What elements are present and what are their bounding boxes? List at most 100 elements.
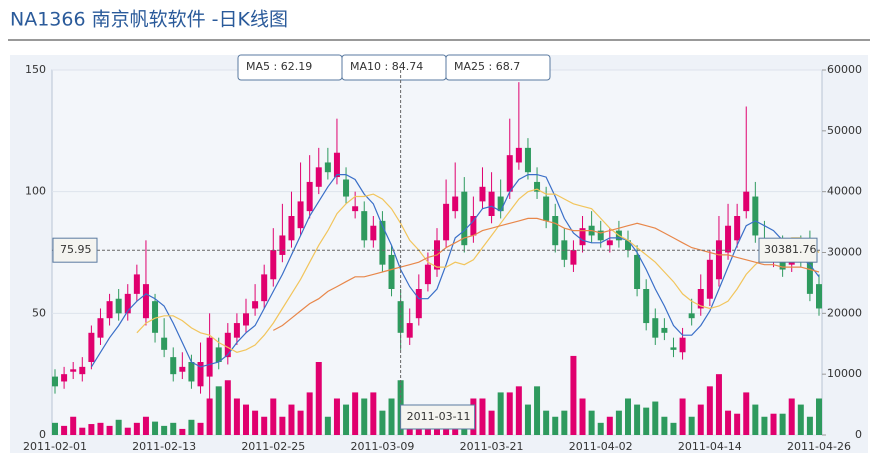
candle-body — [279, 235, 286, 255]
volume-bar — [197, 422, 204, 435]
volume-bar — [606, 416, 613, 435]
candle-body — [252, 301, 259, 309]
volume-bar — [806, 416, 813, 435]
volume-bar — [343, 404, 350, 435]
volume-bar — [224, 380, 231, 435]
volume-bar — [497, 392, 504, 435]
candle-body — [88, 332, 95, 362]
candle-body — [133, 274, 140, 294]
volume-bar — [79, 427, 86, 435]
candle-body — [670, 347, 677, 350]
volume-bar — [270, 398, 277, 435]
candle-body — [406, 323, 413, 338]
y-tick-label: 100 — [25, 185, 46, 198]
volume-bar — [215, 386, 222, 435]
volume-bar — [233, 398, 240, 435]
volume-bar — [70, 416, 77, 435]
candle-body — [625, 240, 631, 251]
candle-body — [424, 264, 431, 285]
legend-label: MA10 : 84.74 — [350, 60, 423, 73]
volume-bar — [379, 410, 386, 435]
y-tick-label: 150 — [25, 63, 46, 76]
candle-body — [643, 289, 650, 324]
candle-body — [506, 155, 513, 192]
candle-body — [324, 162, 331, 173]
volume-bar — [816, 398, 822, 435]
candle-body — [579, 228, 586, 246]
candle-body — [261, 274, 268, 302]
volume-bar — [479, 398, 486, 435]
volume-bar — [133, 422, 140, 435]
volume-bar — [243, 404, 249, 435]
volume-bar — [315, 362, 322, 435]
candle-body — [515, 147, 522, 163]
candle-body — [497, 196, 504, 212]
volume-bar — [306, 392, 313, 435]
candle-body — [206, 337, 213, 377]
candle-body — [570, 250, 577, 265]
volume-bar — [288, 404, 295, 435]
x-tick-label: 2011-03-09 — [350, 440, 414, 453]
candle-body — [597, 230, 604, 241]
volume-bar — [370, 392, 377, 435]
candle-body — [443, 203, 450, 241]
y-tick-label: 50 — [32, 306, 46, 319]
candle-body — [679, 337, 686, 353]
candle-body — [488, 191, 495, 216]
candle-body — [97, 318, 104, 338]
candle-body — [634, 254, 641, 289]
x-tick-label: 2011-02-25 — [241, 440, 305, 453]
volume-bar — [333, 398, 340, 435]
volume-bar — [634, 404, 641, 435]
volume-bar — [179, 428, 186, 435]
candle-body — [816, 284, 822, 309]
candle-body — [179, 366, 186, 372]
volume-bar — [488, 410, 495, 435]
volume-bar — [688, 416, 695, 435]
candle-body — [379, 220, 386, 265]
crosshair-date: 2011-03-11 — [407, 410, 471, 423]
volume-bar — [170, 422, 177, 435]
candle-body — [233, 323, 240, 338]
volume-bar — [788, 398, 795, 435]
volume-bar — [697, 404, 704, 435]
volume-bar — [661, 416, 668, 435]
volume-bar — [97, 422, 104, 435]
moving-average-line — [273, 217, 820, 331]
candle-body — [61, 374, 68, 382]
volume-bar — [142, 416, 149, 435]
volume-bar — [597, 422, 604, 435]
volume-bar — [561, 410, 568, 435]
moving-average-line — [136, 188, 820, 353]
x-tick-label: 2011-04-14 — [678, 440, 742, 453]
volume-bar — [61, 425, 68, 435]
candle-body — [288, 216, 295, 241]
volume-bar — [152, 421, 159, 435]
candle-body — [197, 362, 204, 387]
candle-body — [142, 284, 149, 319]
volume-bar — [279, 416, 286, 435]
candle-body — [170, 357, 177, 375]
crosshair-price: 75.95 — [60, 243, 92, 256]
volume-bar — [706, 386, 713, 435]
y2-tick-label: 10000 — [827, 367, 862, 380]
crosshair-date-box — [400, 404, 476, 430]
volume-bar — [506, 392, 513, 435]
volume-bar — [297, 410, 304, 435]
y2-tick-label: 50000 — [827, 124, 862, 137]
volume-bar — [88, 424, 95, 435]
volume-bar — [570, 355, 577, 435]
candle-body — [352, 206, 359, 212]
volume-bar — [743, 392, 750, 435]
candle-body — [370, 225, 377, 241]
volume-bar — [652, 401, 659, 435]
candle-body — [152, 301, 159, 333]
candle-body — [543, 196, 550, 221]
volume-bar — [679, 398, 686, 435]
candle-body — [224, 332, 231, 358]
candle-body — [243, 313, 249, 326]
candle-body — [124, 293, 131, 314]
moving-average-line — [90, 174, 820, 368]
candle-body — [106, 301, 113, 319]
